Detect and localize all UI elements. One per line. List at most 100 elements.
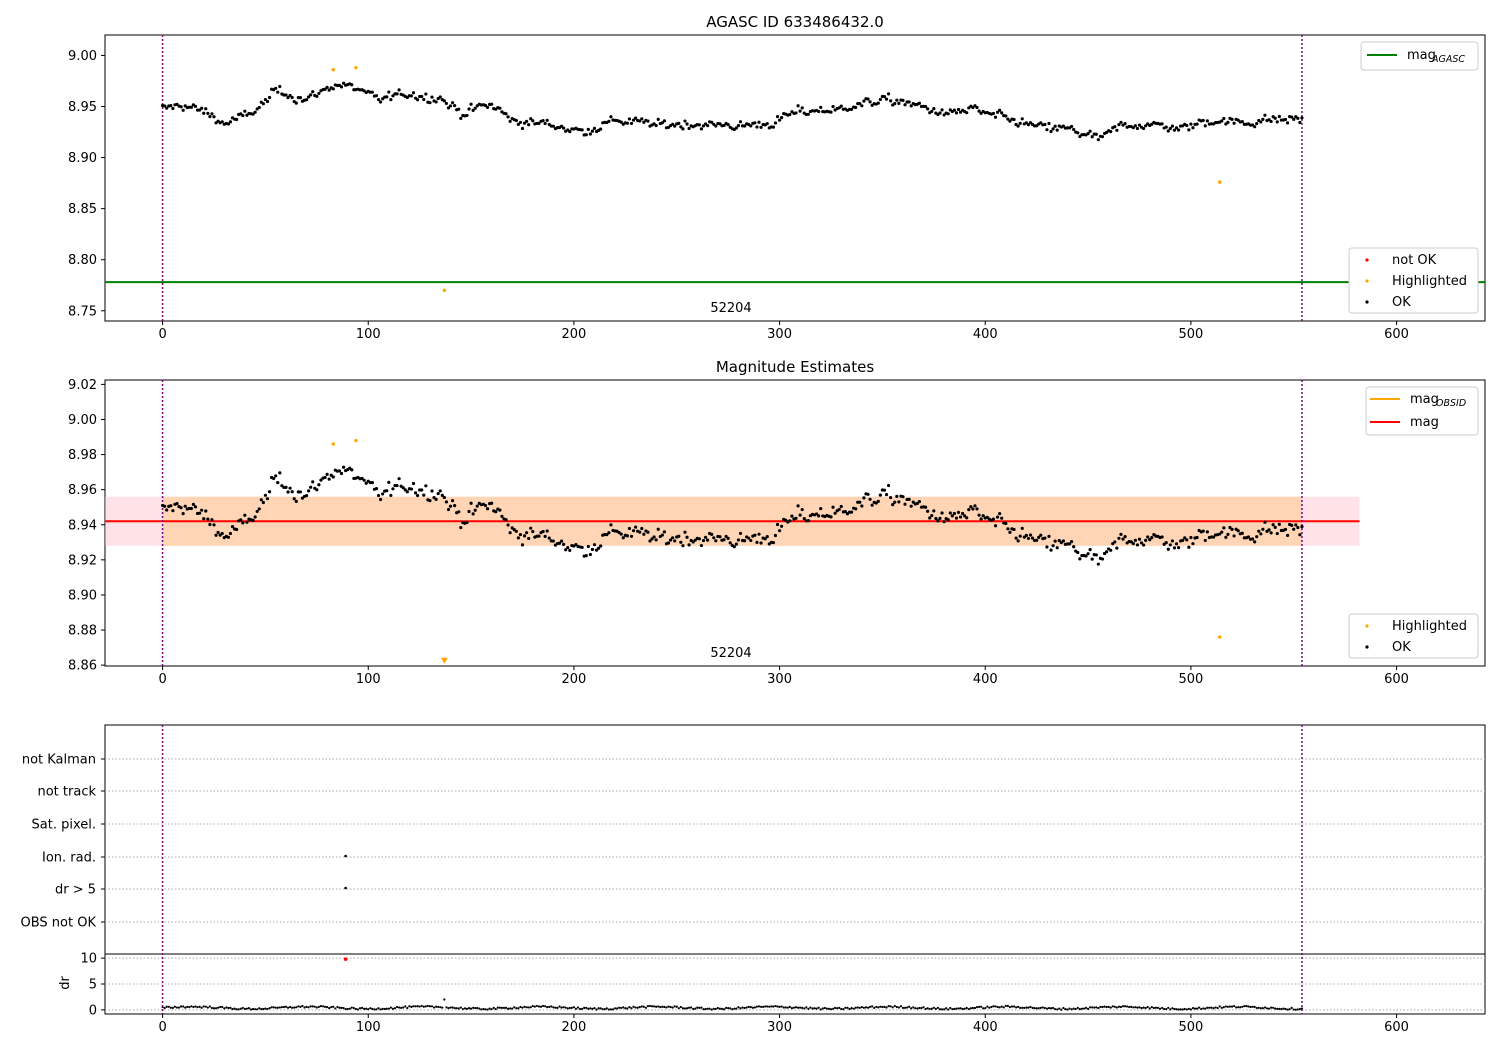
ok-point [422, 97, 426, 102]
dr-point [986, 1005, 989, 1008]
legend-status: not OK Highlighted OK [1348, 247, 1479, 314]
ok-point [679, 125, 683, 129]
ok-point [169, 104, 173, 108]
x-tick-label: 0 [158, 1020, 166, 1035]
ok-point [796, 504, 800, 508]
dr-point [671, 1006, 674, 1009]
ok-point [1176, 546, 1181, 550]
dr-point [677, 1007, 680, 1010]
dr-point [1095, 1006, 1098, 1009]
ok-point [1078, 134, 1082, 139]
dr-point [1212, 1007, 1215, 1010]
ok-point [1285, 121, 1290, 125]
ok-point [654, 123, 658, 128]
ok-point [734, 126, 738, 130]
ok-point [926, 107, 930, 111]
dr-point [749, 1006, 752, 1009]
ok-point [607, 531, 611, 535]
ok-point [1259, 120, 1263, 124]
ok-point [652, 535, 656, 539]
dr-point [509, 1007, 512, 1010]
ok-point [1088, 548, 1092, 552]
ok-point [1228, 525, 1232, 530]
ok-point [284, 485, 288, 489]
dr-point [1261, 1007, 1264, 1010]
ok-point [1290, 115, 1294, 119]
ok-point [416, 98, 420, 102]
dr-point [1154, 1006, 1158, 1009]
dr-point [344, 1007, 347, 1011]
ok-point [520, 543, 525, 547]
ok-point [1049, 548, 1053, 552]
dr-point [866, 1006, 870, 1009]
ok-point [1043, 122, 1047, 127]
ok-point [436, 491, 440, 496]
ok-point [819, 105, 823, 109]
dr-point [214, 1007, 218, 1010]
ok-point [843, 509, 847, 514]
dr-point [611, 1008, 615, 1011]
ok-point [952, 108, 956, 112]
ok-point [1298, 533, 1302, 537]
ok-point [1039, 121, 1043, 125]
ok-point [440, 493, 444, 497]
x-tick-label: 200 [561, 1020, 586, 1035]
ok-point [1035, 538, 1039, 542]
ok-point [1018, 534, 1022, 538]
y-tick-label: 9.02 [68, 378, 97, 393]
highlighted-point [331, 442, 335, 446]
ok-point [749, 124, 753, 128]
ok-point [1067, 542, 1072, 546]
dr-point [1263, 1006, 1267, 1009]
dr-point [650, 1005, 654, 1008]
dr-point [498, 1006, 501, 1009]
ok-point [1187, 128, 1191, 132]
ok-point [763, 537, 767, 541]
ok-point [798, 513, 802, 517]
ok-point [257, 105, 261, 110]
dr-point [1259, 1007, 1262, 1010]
dr-point [1128, 1005, 1131, 1009]
ok-point [504, 112, 508, 116]
ok-point [1030, 536, 1035, 540]
dr-point [1228, 1005, 1232, 1008]
dr-point [951, 1007, 954, 1011]
dr-point [354, 1007, 358, 1011]
ok-point [525, 531, 529, 535]
dr-point [439, 1006, 442, 1009]
dr-point [1220, 1006, 1223, 1009]
ok-point [304, 98, 309, 102]
ok-point [243, 513, 247, 517]
ok-point [1100, 135, 1105, 139]
x-tick-label: 600 [1384, 672, 1409, 687]
ok-point [936, 519, 940, 523]
dr-point [920, 1006, 923, 1010]
dr-point [389, 1006, 392, 1009]
ok-point [1185, 538, 1189, 542]
ok-point [1255, 122, 1259, 126]
dr-point [373, 1008, 376, 1011]
dr-point [1093, 1006, 1096, 1009]
ok-point [276, 90, 280, 94]
ok-point [677, 121, 681, 126]
dr-point [227, 1006, 230, 1010]
ok-point [389, 493, 393, 498]
x-tick-label: 0 [158, 327, 166, 342]
dr-point [665, 1006, 668, 1009]
ok-point [777, 118, 782, 122]
ok-point [288, 93, 292, 98]
dr-point [922, 1006, 925, 1009]
dr-point [1195, 1007, 1199, 1010]
ok-point [490, 501, 494, 505]
ok-point [923, 104, 928, 109]
dr-point [799, 1006, 802, 1009]
ok-point [946, 112, 950, 116]
ok-point [323, 475, 327, 480]
dr-point [980, 1005, 983, 1008]
dr-point [572, 1006, 576, 1009]
dr-point [889, 1005, 892, 1008]
ok-point [1191, 126, 1195, 130]
dr-point [850, 1007, 853, 1010]
ok-point [753, 121, 757, 125]
dr-point [1288, 1008, 1291, 1011]
